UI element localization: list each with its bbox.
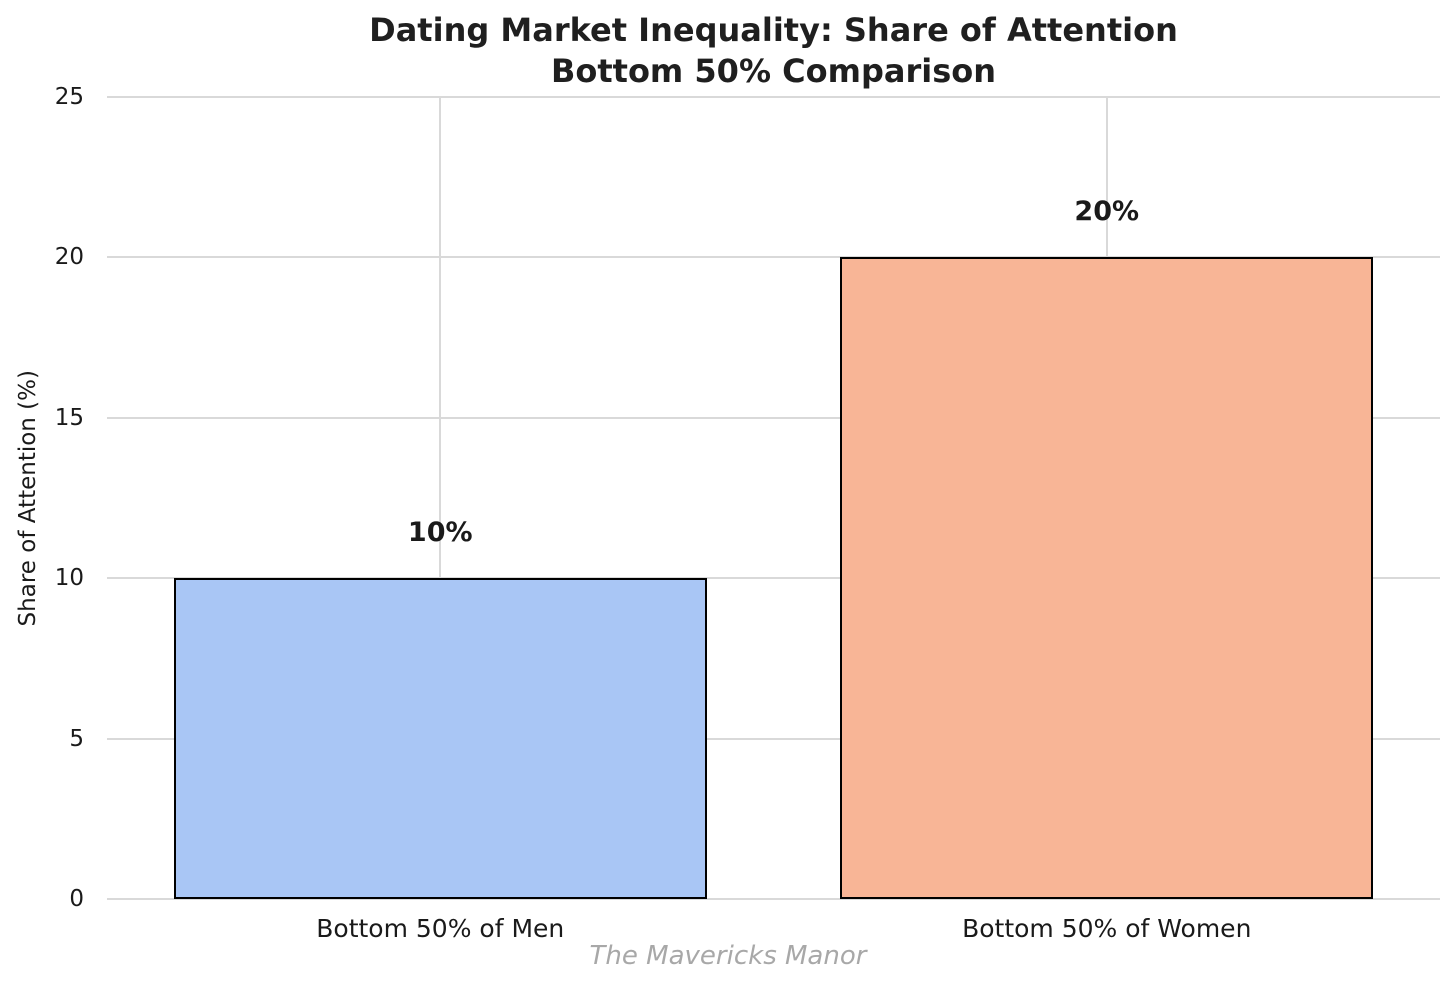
ytick-label-5: 5 — [69, 725, 84, 752]
gridline-y-25 — [107, 96, 1440, 98]
gridline-y-5 — [107, 737, 1440, 740]
ytick-label-15: 15 — [54, 404, 84, 431]
value-label-bottom-50-of-men: 10% — [407, 517, 473, 549]
chart-title: Dating Market Inequality: Share of Atten… — [107, 10, 1440, 92]
xtick-label-bottom-50-of-men: Bottom 50% of Men — [316, 914, 565, 943]
value-label-bottom-50-of-women: 20% — [1074, 196, 1140, 228]
gridline-y-10 — [107, 577, 1440, 580]
xtick-label-bottom-50-of-women: Bottom 50% of Women — [962, 914, 1252, 943]
bar-bottom-50-of-men — [173, 578, 707, 899]
ytick-label-25: 25 — [54, 84, 84, 110]
gridline-y-0 — [107, 898, 1440, 900]
watermark: The Mavericks Manor — [589, 941, 867, 971]
bar-bottom-50-of-women — [840, 257, 1374, 899]
y-axis-label: Share of Attention (%) — [4, 97, 52, 899]
chart-title-line2: Bottom 50% Comparison — [550, 52, 997, 90]
gridline-y-15 — [107, 416, 1440, 419]
gridline-x-bottom-50-of-men — [439, 97, 442, 899]
ytick-label-10: 10 — [54, 565, 84, 592]
gridline-y-20 — [107, 256, 1440, 259]
ytick-label-20: 20 — [54, 244, 84, 271]
chart-title-line1: Dating Market Inequality: Share of Atten… — [369, 11, 1178, 49]
ytick-label-0: 0 — [69, 886, 84, 912]
